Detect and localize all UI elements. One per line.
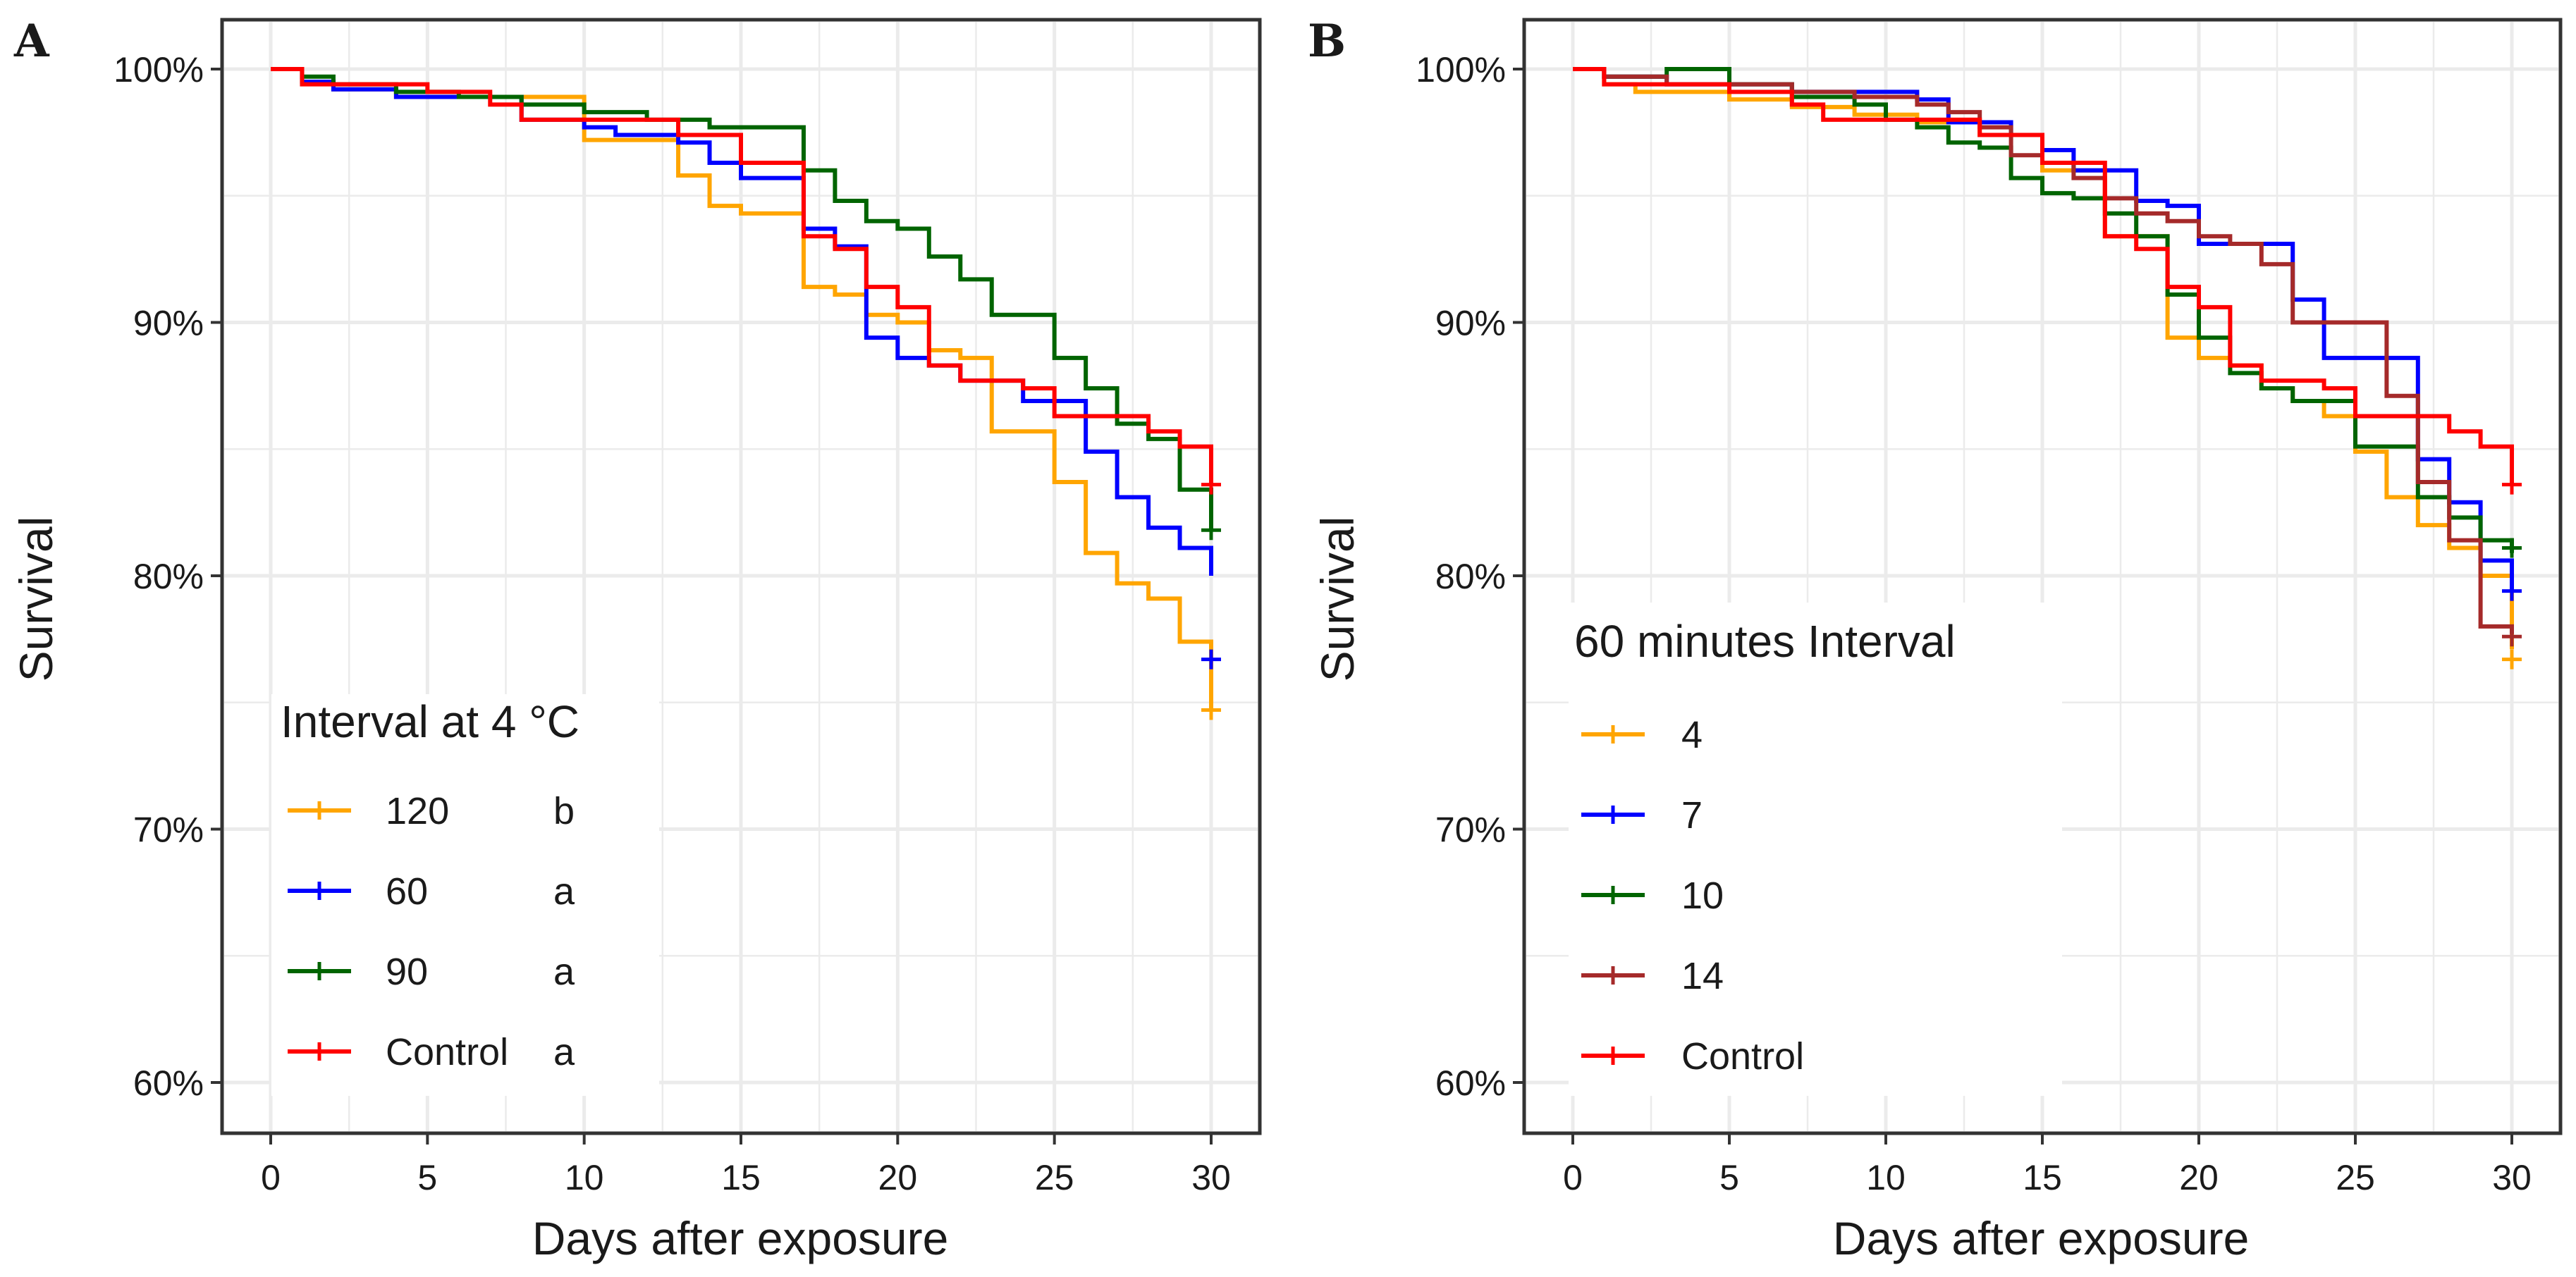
x-tick-label: 25 bbox=[2336, 1158, 2375, 1197]
x-tick-label: 30 bbox=[1191, 1158, 1231, 1197]
legend-label: 120 bbox=[386, 790, 449, 832]
panel-b-xlabel: Days after exposure bbox=[1833, 1212, 2250, 1264]
x-tick-label: 5 bbox=[417, 1158, 437, 1197]
series-90-censor-mark bbox=[1201, 520, 1221, 541]
y-tick-label: 70% bbox=[1435, 810, 1506, 850]
panel-a-ticks: 0 5 10 15 20 25 30 60% 70% 80% 90% 100% bbox=[114, 50, 1231, 1197]
x-tick-label: 15 bbox=[2023, 1158, 2062, 1197]
legend-background bbox=[1569, 603, 2062, 1096]
x-tick-label: 10 bbox=[1866, 1158, 1906, 1197]
legend-label: 60 bbox=[386, 870, 428, 913]
legend-group-letter: b bbox=[553, 790, 575, 832]
panel-b-ticks: 0 5 10 15 20 25 30 60% 70% 80% 90% 100% bbox=[1416, 50, 2532, 1197]
y-tick-label: 100% bbox=[1416, 50, 1506, 90]
series-control-line bbox=[1573, 67, 2514, 485]
panel-a-gridlines bbox=[224, 22, 1258, 1131]
y-tick-label: 70% bbox=[133, 810, 204, 850]
panel-b-label: B bbox=[1308, 15, 1346, 68]
legend-label: 14 bbox=[1681, 955, 1724, 997]
series-7-censor-mark bbox=[2502, 581, 2522, 601]
series-4-censor-mark bbox=[2502, 649, 2522, 670]
legend-label: Control bbox=[1681, 1035, 1804, 1078]
panel-a-xlabel: Days after exposure bbox=[532, 1212, 949, 1264]
panel-b-series bbox=[1573, 67, 2522, 670]
legend-group-letter: a bbox=[553, 951, 575, 993]
panel-a-legend-title: Interval at 4 °C bbox=[281, 696, 579, 747]
legend-background bbox=[271, 694, 659, 1096]
y-tick-label: 90% bbox=[1435, 304, 1506, 343]
panel-b: B 0 5 10 15 20 25 30 60% 70% 80% 90% 100% Days afte… bbox=[1308, 15, 2563, 1264]
panel-a-series bbox=[271, 67, 1221, 720]
x-tick-label: 0 bbox=[1563, 1158, 1583, 1197]
panel-a-legend: Interval at 4 °C 120 b 60 a 90 a Control a bbox=[271, 694, 659, 1096]
panel-b-legend: 60 minutes Interval 4 7 10 14 Control bbox=[1569, 603, 2062, 1096]
panel-b-ylabel: Survival bbox=[1311, 517, 1363, 682]
legend-group-letter: a bbox=[553, 1031, 575, 1073]
y-tick-label: 60% bbox=[133, 1063, 204, 1103]
y-tick-label: 80% bbox=[1435, 557, 1506, 596]
y-tick-label: 60% bbox=[1435, 1063, 1506, 1103]
legend-label: 90 bbox=[386, 951, 428, 993]
legend-label: Control bbox=[386, 1031, 508, 1073]
legend-group-letter: a bbox=[553, 870, 575, 913]
panel-b-legend-title: 60 minutes Interval bbox=[1574, 616, 1956, 667]
panel-a: A 0 5 10 15 20 25 30 60% 70% 80% 90% 100% Days afte… bbox=[10, 15, 1262, 1264]
series-120-censor-mark bbox=[1201, 700, 1221, 720]
x-tick-label: 20 bbox=[878, 1158, 918, 1197]
series-control-censor-mark bbox=[2502, 474, 2522, 495]
panel-a-label: A bbox=[13, 15, 50, 68]
panel-a-ylabel: Survival bbox=[10, 517, 62, 682]
legend-label: 10 bbox=[1681, 875, 1724, 917]
x-tick-label: 0 bbox=[261, 1158, 281, 1197]
x-tick-label: 20 bbox=[2179, 1158, 2219, 1197]
legend-label: 4 bbox=[1681, 714, 1703, 756]
series-60-censor-mark bbox=[1201, 649, 1221, 670]
series-4-line bbox=[1573, 67, 2514, 650]
x-tick-label: 30 bbox=[2492, 1158, 2532, 1197]
x-tick-label: 10 bbox=[565, 1158, 604, 1197]
legend-label: 7 bbox=[1681, 794, 1703, 837]
y-tick-label: 100% bbox=[114, 50, 204, 90]
series-control-line bbox=[271, 67, 1213, 485]
x-tick-label: 15 bbox=[721, 1158, 761, 1197]
series-14-censor-mark bbox=[2502, 627, 2522, 647]
x-tick-label: 25 bbox=[1035, 1158, 1074, 1197]
y-tick-label: 90% bbox=[133, 304, 204, 343]
series-10-censor-mark bbox=[2502, 538, 2522, 558]
series-control-censor-mark bbox=[1201, 474, 1221, 495]
x-tick-label: 5 bbox=[1719, 1158, 1739, 1197]
y-tick-label: 80% bbox=[133, 557, 204, 596]
